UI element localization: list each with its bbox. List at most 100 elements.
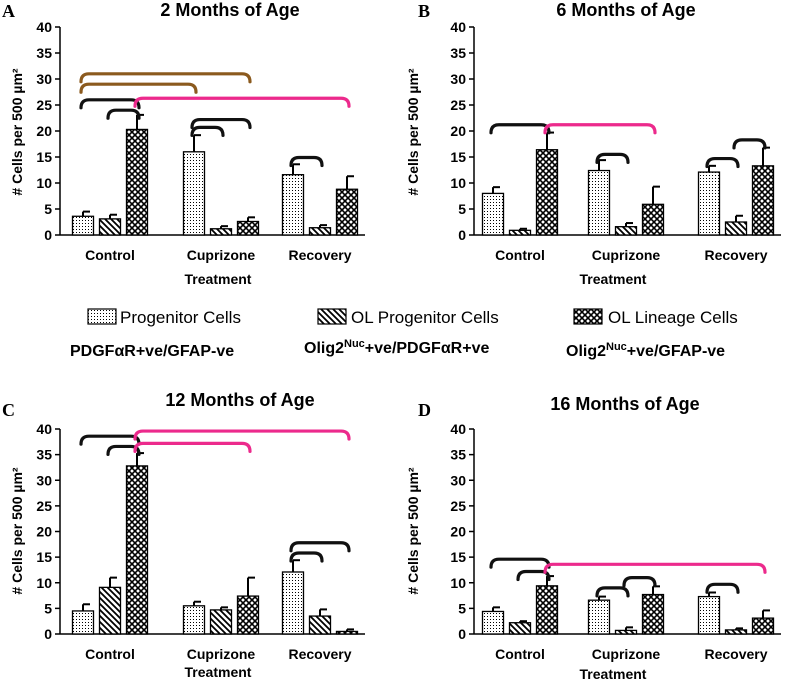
significance-bracket: [79, 434, 141, 446]
y-axis-label-text: # Cells per 500 µm²: [405, 68, 421, 195]
y-tick-label: 5: [44, 600, 52, 616]
legend-swatch-dots: [87, 308, 117, 325]
significance-bracket: [543, 562, 767, 574]
marker-rest: +ve/PDGFαR+ve: [365, 340, 490, 357]
bar: [236, 595, 260, 635]
marker-main: Olig2: [566, 343, 606, 360]
y-tick-label: 30: [36, 71, 52, 87]
bar: [535, 149, 559, 236]
category-label: Cuprizone: [187, 247, 256, 263]
bar: [209, 228, 233, 236]
category-label: Cuprizone: [187, 646, 256, 662]
y-axis-label-text: # Cells per 500 µm²: [405, 467, 421, 594]
y-tick-label: 35: [450, 447, 466, 463]
y-tick-label: 10: [36, 175, 52, 191]
panel-label: C: [2, 400, 15, 420]
bar: [98, 586, 122, 635]
bar: [71, 215, 95, 236]
bar: [71, 610, 95, 635]
y-tick-label: 0: [44, 626, 52, 642]
category-label: Control: [85, 247, 135, 263]
y-tick-label: 20: [36, 123, 52, 139]
x-axis-label: Treatment: [580, 271, 647, 287]
bar: [335, 188, 359, 236]
bar: [182, 151, 206, 236]
significance-bracket: [289, 551, 324, 563]
panel-a: A 2 Months of Age # Cells per 500 µm² Tr…: [2, 0, 365, 287]
bar: [125, 128, 149, 236]
y-tick-label: 15: [36, 149, 52, 165]
legend-swatch-crosshatch: [573, 308, 603, 325]
y-tick-label: 20: [36, 524, 52, 540]
marker-rest: +ve/GFAP-ve: [627, 343, 725, 360]
bar: [587, 169, 611, 236]
plot-area: 0 5 10 15 20 25 30 35 40 Control Cuprizone Recovery: [36, 19, 365, 263]
panel-title: 12 Months of Age: [165, 390, 314, 410]
legend-item-ol-progenitor: OL Progenitor Cells Olig2Nuc+ve/PDGFαR+v…: [304, 308, 499, 357]
y-tick-label: 35: [36, 45, 52, 61]
legend-marker: PDGFαR+ve/GFAP-ve: [70, 343, 234, 360]
panel-label: B: [418, 1, 430, 21]
category-label: Cuprizone: [592, 646, 661, 662]
y-tick-label: 20: [450, 524, 466, 540]
y-tick-label: 5: [44, 201, 52, 217]
y-tick-label: 0: [458, 626, 466, 642]
bar: [98, 218, 122, 236]
y-tick-label: 0: [44, 227, 52, 243]
significance-bracket: [79, 72, 252, 84]
plot-area: 0 5 10 15 20 25 30 35 40 Control Cuprizone Recovery: [450, 421, 781, 662]
bar: [641, 203, 665, 236]
bar: [724, 221, 748, 236]
bar: [308, 227, 332, 236]
plot-area: 0 5 10 15 20 25 30 35 40 Control Cuprizone Recovery: [450, 19, 781, 263]
bar: [697, 171, 721, 236]
legend-label: OL Progenitor Cells: [351, 308, 499, 327]
significance-bracket: [190, 117, 252, 130]
bar: [587, 599, 611, 635]
y-tick-label: 5: [458, 201, 466, 217]
y-axis-label: # Cells per 500 µm²: [9, 467, 25, 594]
legend-marker: Olig2Nuc+ve/PDGFαR+ve: [304, 338, 489, 357]
bar: [281, 174, 305, 236]
y-tick-label: 35: [450, 45, 466, 61]
bar: [641, 593, 665, 635]
significance-bracket: [190, 125, 225, 137]
significance-bracket: [622, 576, 657, 588]
marker-superscript: Nuc: [344, 338, 365, 350]
legend: Progenitor Cells PDGFαR+ve/GFAP-ve OL Pr…: [70, 308, 738, 360]
bar: [614, 226, 638, 236]
panel-label: D: [418, 400, 431, 420]
significance-bracket: [489, 123, 551, 135]
significance-bracket: [543, 123, 657, 135]
bar: [335, 630, 359, 635]
significance-bracket: [595, 152, 630, 164]
y-axis-label-text: # Cells per 500 µm²: [9, 68, 25, 195]
y-axis-label: # Cells per 500 µm²: [9, 68, 25, 195]
x-axis-label: Treatment: [185, 271, 252, 287]
significance-bracket: [516, 569, 551, 582]
y-tick-label: 15: [450, 549, 466, 565]
significance-bracket: [289, 155, 324, 168]
legend-item-ol-lineage: OL Lineage Cells Olig2Nuc+ve/GFAP-ve: [566, 308, 738, 360]
y-tick-label: 10: [36, 575, 52, 591]
bar: [125, 465, 149, 635]
bar: [508, 229, 532, 236]
category-label: Recovery: [288, 646, 351, 662]
panel-b: B 6 Months of Age # Cells per 500 µm² Tr…: [405, 0, 781, 287]
plot-area: 0 5 10 15 20 25 30 35 40 Control Cuprizone Recovery: [36, 421, 365, 662]
y-axis-label: # Cells per 500 µm²: [405, 68, 421, 195]
bar: [508, 622, 532, 635]
y-tick-label: 35: [36, 447, 52, 463]
panel-title: 6 Months of Age: [556, 0, 695, 20]
category-label: Recovery: [704, 646, 767, 662]
category-label: Control: [85, 646, 135, 662]
y-tick-label: 0: [458, 227, 466, 243]
y-tick-label: 10: [450, 175, 466, 191]
y-tick-label: 25: [450, 498, 466, 514]
y-axis-label-text: # Cells per 500 µm²: [9, 467, 25, 594]
category-label: Control: [495, 646, 545, 662]
significance-bracket: [595, 586, 630, 598]
y-tick-label: 25: [36, 97, 52, 113]
legend-label: OL Lineage Cells: [608, 308, 738, 327]
x-axis-label: Treatment: [185, 664, 252, 680]
